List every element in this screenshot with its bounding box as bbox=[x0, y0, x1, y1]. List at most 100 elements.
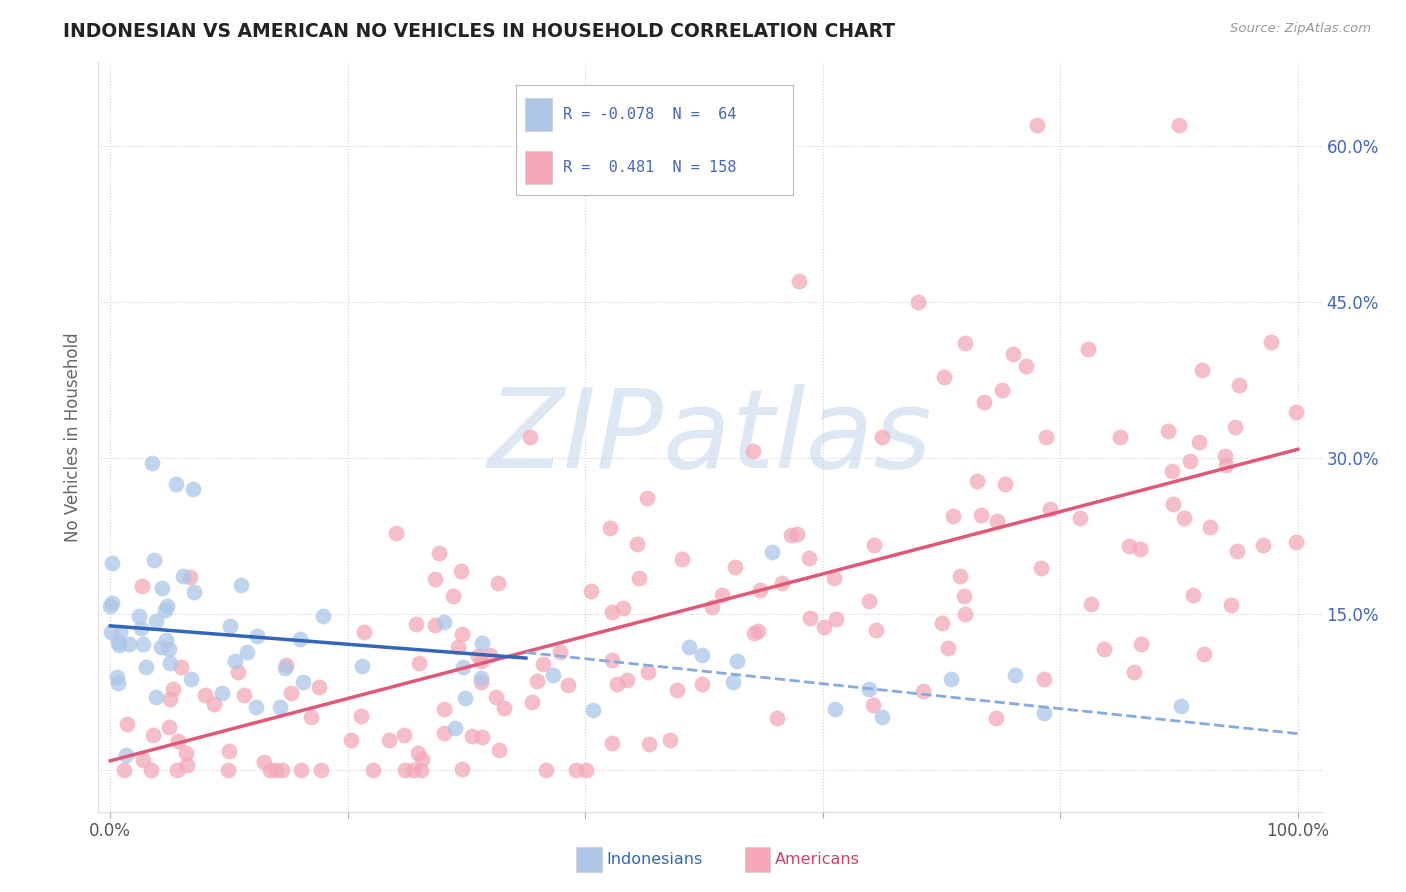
Point bbox=[143, 553, 166, 567]
Point bbox=[700, 600, 723, 615]
Point bbox=[541, 668, 564, 682]
Point bbox=[159, 656, 181, 670]
Point bbox=[433, 725, 456, 739]
Point bbox=[599, 521, 621, 535]
Point bbox=[579, 584, 602, 599]
Point bbox=[135, 660, 157, 674]
Point bbox=[392, 728, 415, 742]
Point bbox=[132, 753, 155, 767]
Point bbox=[690, 648, 713, 663]
Point bbox=[384, 526, 406, 541]
Point bbox=[748, 582, 770, 597]
Point bbox=[741, 443, 763, 458]
Point bbox=[637, 737, 659, 751]
Point bbox=[352, 658, 374, 673]
Point bbox=[986, 514, 1008, 528]
Point bbox=[1173, 510, 1195, 524]
Point bbox=[118, 638, 141, 652]
Point bbox=[470, 654, 492, 668]
Point bbox=[176, 758, 198, 772]
Point bbox=[470, 671, 492, 685]
Point bbox=[149, 640, 172, 654]
Point bbox=[1157, 424, 1180, 438]
Point bbox=[156, 599, 179, 613]
Point bbox=[991, 384, 1014, 398]
Point bbox=[973, 395, 995, 409]
Point bbox=[932, 370, 955, 384]
Point bbox=[858, 682, 880, 697]
Point bbox=[433, 615, 456, 630]
Point bbox=[870, 430, 893, 444]
Point bbox=[101, 556, 124, 570]
Point bbox=[1178, 454, 1201, 468]
Point bbox=[1191, 362, 1213, 376]
Point bbox=[970, 508, 993, 522]
Point bbox=[1033, 672, 1056, 686]
Point bbox=[606, 677, 628, 691]
Point bbox=[441, 589, 464, 603]
Text: R =  0.481  N = 158: R = 0.481 N = 158 bbox=[564, 160, 737, 175]
Point bbox=[467, 649, 489, 664]
Point bbox=[100, 624, 122, 639]
Point bbox=[411, 752, 433, 766]
Point bbox=[100, 596, 122, 610]
Text: Americans: Americans bbox=[775, 853, 859, 867]
Point bbox=[626, 537, 648, 551]
Point bbox=[1168, 118, 1191, 132]
Point bbox=[1035, 430, 1057, 444]
Point bbox=[172, 569, 194, 583]
Point bbox=[460, 729, 482, 743]
Point bbox=[721, 675, 744, 690]
Point bbox=[394, 763, 416, 777]
Point bbox=[742, 626, 765, 640]
Point bbox=[246, 629, 269, 643]
Point bbox=[145, 690, 167, 705]
Point bbox=[299, 710, 322, 724]
Point bbox=[349, 709, 371, 723]
Point bbox=[308, 680, 330, 694]
Point bbox=[1181, 588, 1204, 602]
Point bbox=[114, 763, 136, 777]
Point bbox=[224, 654, 246, 668]
Point bbox=[1285, 405, 1308, 419]
Point bbox=[1129, 637, 1152, 651]
Point bbox=[145, 615, 167, 629]
Point bbox=[1285, 535, 1308, 549]
Point bbox=[132, 637, 155, 651]
Point bbox=[600, 653, 623, 667]
Point bbox=[1033, 706, 1056, 720]
Point bbox=[150, 581, 173, 595]
Point bbox=[628, 571, 651, 585]
Point bbox=[378, 732, 401, 747]
Point bbox=[494, 701, 516, 715]
Point bbox=[949, 568, 972, 582]
Y-axis label: No Vehicles in Household: No Vehicles in Household bbox=[65, 332, 83, 542]
Point bbox=[1029, 561, 1052, 575]
Point bbox=[478, 648, 501, 662]
Point bbox=[557, 678, 579, 692]
Point bbox=[259, 763, 281, 777]
Point bbox=[582, 703, 605, 717]
Point bbox=[312, 608, 335, 623]
Point bbox=[115, 748, 138, 763]
Point bbox=[659, 732, 682, 747]
Point bbox=[142, 728, 165, 742]
Point bbox=[911, 684, 934, 698]
Point bbox=[433, 702, 456, 716]
Point bbox=[406, 746, 429, 760]
Point bbox=[1080, 597, 1102, 611]
Point bbox=[637, 665, 659, 680]
Point bbox=[202, 697, 225, 711]
Point bbox=[167, 733, 190, 747]
Point bbox=[747, 624, 769, 638]
Point bbox=[1188, 435, 1211, 450]
Point bbox=[907, 294, 929, 309]
Point bbox=[575, 763, 598, 777]
Point bbox=[128, 609, 150, 624]
Point bbox=[211, 686, 233, 700]
Point bbox=[339, 732, 361, 747]
Point bbox=[290, 763, 312, 777]
Point bbox=[486, 576, 509, 591]
Point bbox=[271, 763, 294, 777]
Point bbox=[402, 763, 425, 777]
